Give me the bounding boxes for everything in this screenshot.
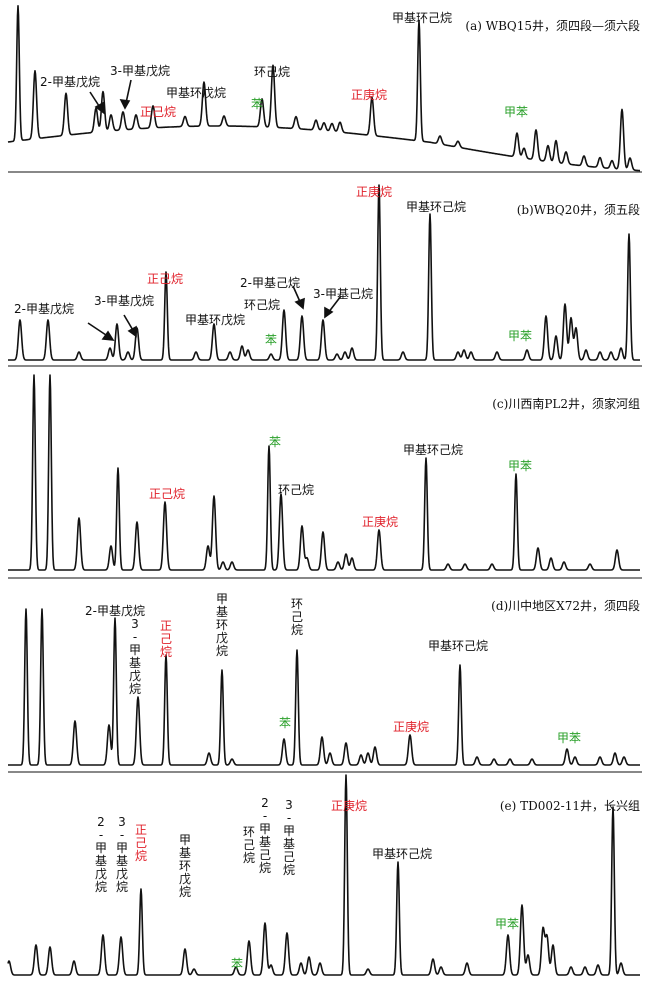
peak-label: 2-甲基己烷 bbox=[259, 796, 271, 875]
peak-label: 正己烷 bbox=[147, 272, 183, 286]
peak-label: 甲基环戊烷 bbox=[216, 592, 228, 658]
arrow-head bbox=[119, 99, 131, 110]
arrow bbox=[125, 79, 132, 104]
peak-label: 苯 bbox=[251, 97, 263, 111]
peak-label: 3-甲基戊烷 bbox=[110, 64, 170, 78]
peak-label: 甲苯 bbox=[495, 917, 519, 931]
peak-label: 甲苯 bbox=[508, 459, 532, 473]
peak-label: 正庚烷 bbox=[351, 87, 387, 102]
peak-label: 正庚烷 bbox=[393, 719, 429, 734]
peak-label: 甲基环己烷 bbox=[428, 639, 488, 653]
peak-label: 环己烷 bbox=[291, 597, 303, 637]
peak-label: 正己烷 bbox=[160, 619, 172, 659]
panel-d-title: (d)川中地区X72井，须四段 bbox=[491, 598, 640, 613]
peak-label: 2-甲基戊烷 bbox=[95, 815, 107, 894]
peak-label: 正己烷 bbox=[149, 487, 185, 501]
chromatogram-trace-d bbox=[7, 608, 641, 766]
peak-label: 甲苯 bbox=[557, 731, 581, 745]
panel-a-title: (a) WBQ15井，须四段—须六段 bbox=[465, 18, 640, 33]
peak-label: 甲基环己烷 bbox=[403, 443, 463, 457]
peak-label: 正己烷 bbox=[135, 823, 147, 863]
peak-label: 正己烷 bbox=[140, 105, 176, 119]
panel-c-title: (c)川西南PL2井，须家河组 bbox=[492, 396, 640, 411]
peak-label: 环己烷 bbox=[254, 65, 290, 79]
peak-label: 环己烷 bbox=[244, 298, 280, 312]
peak-label: 2-甲基戊烷 bbox=[14, 302, 74, 316]
peak-label: 正庚烷 bbox=[362, 514, 398, 529]
peak-label: 2-甲基戊烷 bbox=[40, 75, 100, 89]
peak-label: 2-甲基己烷 bbox=[240, 276, 300, 290]
peak-label: 甲苯 bbox=[504, 105, 528, 119]
peak-label: 3-甲基戊烷 bbox=[129, 617, 141, 696]
peak-label: 甲苯 bbox=[508, 329, 532, 343]
chromatogram-trace-e bbox=[7, 774, 641, 976]
arrow-head bbox=[101, 330, 115, 341]
peak-label: 2-甲基戊烷 bbox=[85, 604, 145, 618]
peak-label: 甲基环戊烷 bbox=[185, 313, 245, 327]
arrow-head bbox=[127, 325, 137, 338]
peak-label: 苯 bbox=[265, 333, 277, 347]
peak-label: 甲基环戊烷 bbox=[179, 833, 191, 899]
arrow-head bbox=[294, 297, 305, 310]
peak-labels: 2-甲基戊烷3-甲基戊烷正己烷甲基环戊烷苯环己烷正庚烷甲基环己烷甲苯2-甲基戊烷… bbox=[14, 11, 581, 971]
peak-label: 苯 bbox=[269, 435, 281, 449]
peak-label: 环己烷 bbox=[243, 825, 255, 865]
chromatogram-trace-a bbox=[7, 5, 641, 172]
annotation-arrows bbox=[87, 79, 342, 341]
arrow-head bbox=[324, 306, 334, 319]
panel-b-title: (b)WBQ20井，须五段 bbox=[517, 202, 640, 217]
peak-label: 3-甲基戊烷 bbox=[116, 815, 128, 894]
peak-label: 3-甲基戊烷 bbox=[94, 294, 154, 308]
peak-label: 甲基环己烷 bbox=[406, 200, 466, 214]
chromatogram-trace-b bbox=[7, 184, 641, 361]
peak-label: 正庚烷 bbox=[356, 184, 392, 199]
peak-label: 甲基环己烷 bbox=[372, 847, 432, 861]
peak-label: 甲基环己烷 bbox=[392, 11, 452, 25]
panel-e-title: (e) TD002-11井，长兴组 bbox=[500, 799, 640, 813]
arrow-head bbox=[94, 101, 105, 115]
peak-label: 苯 bbox=[279, 716, 291, 730]
peak-label: 3-甲基己烷 bbox=[313, 287, 373, 301]
chromatogram-trace-c bbox=[7, 374, 641, 571]
peak-label: 正庚烷 bbox=[331, 798, 367, 813]
peak-label: 环己烷 bbox=[278, 483, 314, 497]
peak-label: 3-甲基己烷 bbox=[283, 798, 295, 877]
peak-label: 甲基环戊烷 bbox=[166, 86, 226, 100]
peak-label: 苯 bbox=[231, 957, 243, 971]
